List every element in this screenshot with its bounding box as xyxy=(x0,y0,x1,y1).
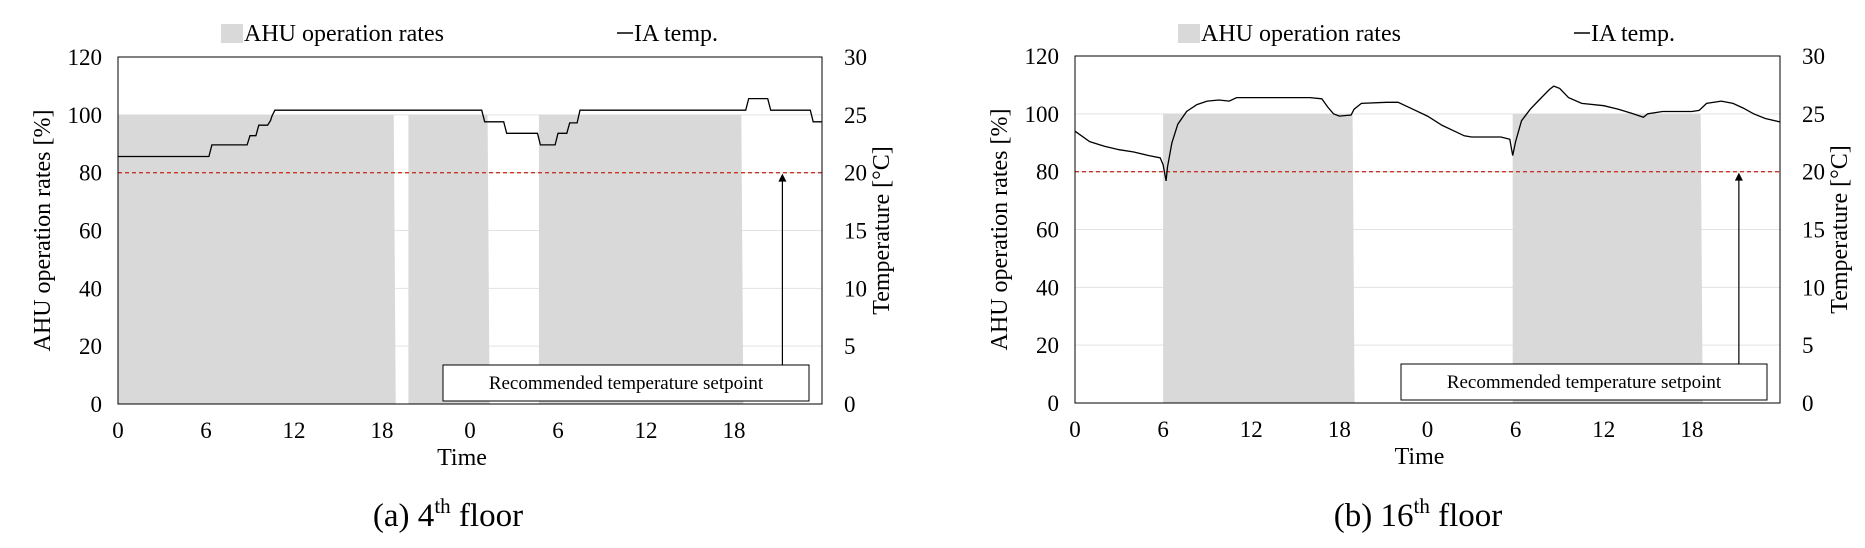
x-tick-label: 18 xyxy=(371,418,394,443)
left-y-tick-label: 20 xyxy=(1036,333,1059,358)
panel-caption-prefix: (a) 4 xyxy=(373,498,434,534)
x-tick-label: 18 xyxy=(1680,417,1703,442)
x-tick-label: 6 xyxy=(1510,417,1522,442)
plot-frame xyxy=(117,56,823,405)
x-axis-title: Time xyxy=(437,445,487,471)
right-y-tick-label: 20 xyxy=(844,161,867,186)
right-y-axis-title: Temperature [°C] xyxy=(869,146,895,315)
chart-panel-2: Recommended temperature setpoint02040608… xyxy=(987,21,1853,534)
x-tick-label: 12 xyxy=(283,418,306,443)
setpoint-annotation-box xyxy=(1400,363,1768,401)
left-y-tick-label: 60 xyxy=(1036,218,1059,243)
left-y-tick-label: 100 xyxy=(68,103,103,128)
x-tick-label: 6 xyxy=(552,418,564,443)
panel-caption-suffix: floor xyxy=(1430,498,1502,534)
operation-rate-area-2 xyxy=(408,114,490,404)
operation-rate-area-3 xyxy=(538,114,744,404)
left-y-tick-label: 0 xyxy=(1048,391,1060,416)
setpoint-arrow-head xyxy=(1734,172,1743,181)
legend-label-temperature: IA temp. xyxy=(1591,21,1675,47)
legend-swatch-operation xyxy=(1178,24,1200,43)
right-y-tick-label: 20 xyxy=(1802,160,1825,185)
right-y-tick-label: 5 xyxy=(1802,333,1814,358)
x-tick-label: 0 xyxy=(464,418,476,443)
operation-rate-area-1 xyxy=(1163,113,1355,403)
left-y-tick-label: 120 xyxy=(68,45,103,70)
panel-caption: (b) 16th floor xyxy=(1334,494,1502,534)
left-y-tick-label: 120 xyxy=(1025,44,1060,69)
setpoint-annotation-label: Recommended temperature setpoint xyxy=(489,373,764,394)
ia-temperature-line xyxy=(1074,85,1781,182)
right-y-tick-label: 0 xyxy=(844,392,856,417)
x-tick-label: 6 xyxy=(200,418,212,443)
right-y-tick-label: 15 xyxy=(1802,218,1825,243)
plot-frame xyxy=(1074,55,1781,404)
setpoint-annotation-box xyxy=(442,364,810,402)
x-tick-label: 0 xyxy=(112,418,124,443)
left-y-axis-title: AHU operation rates [%] xyxy=(30,110,56,352)
legend-label-operation: AHU operation rates xyxy=(244,21,444,47)
x-tick-label: 18 xyxy=(1328,417,1351,442)
chart-panel-1: Recommended temperature setpoint02040608… xyxy=(30,21,895,534)
right-y-tick-label: 25 xyxy=(844,103,867,128)
left-y-tick-label: 60 xyxy=(79,219,102,244)
x-tick-label: 0 xyxy=(1422,417,1434,442)
right-y-tick-label: 25 xyxy=(1802,102,1825,127)
operation-rate-area-1 xyxy=(118,114,396,404)
x-tick-label: 0 xyxy=(1069,417,1081,442)
right-y-tick-label: 30 xyxy=(1802,44,1825,69)
right-y-tick-label: 30 xyxy=(844,45,867,70)
legend-label-operation: AHU operation rates xyxy=(1201,21,1401,47)
left-y-tick-label: 80 xyxy=(79,161,102,186)
panel-caption-prefix: (b) 16 xyxy=(1334,498,1414,534)
left-y-tick-label: 40 xyxy=(1036,275,1059,300)
operation-rate-area-2 xyxy=(1512,113,1703,403)
left-y-tick-label: 0 xyxy=(91,392,103,417)
x-tick-label: 12 xyxy=(1240,417,1263,442)
setpoint-arrow-head xyxy=(778,173,787,182)
x-tick-label: 18 xyxy=(723,418,746,443)
legend-label-temperature: IA temp. xyxy=(634,21,718,47)
right-y-tick-label: 5 xyxy=(844,334,856,359)
panel-caption: (a) 4th floor xyxy=(373,494,523,534)
right-y-tick-label: 0 xyxy=(1802,391,1814,416)
legend-swatch-operation xyxy=(221,24,243,43)
left-y-tick-label: 100 xyxy=(1025,102,1060,127)
left-y-tick-label: 80 xyxy=(1036,160,1059,185)
ia-temperature-line xyxy=(118,97,822,158)
right-y-tick-label: 10 xyxy=(844,276,867,301)
left-y-axis-title: AHU operation rates [%] xyxy=(987,109,1013,351)
panel-caption-suffix: floor xyxy=(451,498,523,534)
right-y-tick-label: 15 xyxy=(844,219,867,244)
panel-caption-superscript: th xyxy=(434,494,451,518)
panel-caption-superscript: th xyxy=(1413,494,1430,518)
left-y-tick-label: 40 xyxy=(79,276,102,301)
x-tick-label: 6 xyxy=(1157,417,1169,442)
x-tick-label: 12 xyxy=(635,418,658,443)
setpoint-annotation-label: Recommended temperature setpoint xyxy=(1447,372,1722,393)
x-tick-label: 12 xyxy=(1592,417,1615,442)
right-y-axis-title: Temperature [°C] xyxy=(1827,145,1853,314)
x-axis-title: Time xyxy=(1395,444,1445,470)
left-y-tick-label: 20 xyxy=(79,334,102,359)
right-y-tick-label: 10 xyxy=(1802,275,1825,300)
